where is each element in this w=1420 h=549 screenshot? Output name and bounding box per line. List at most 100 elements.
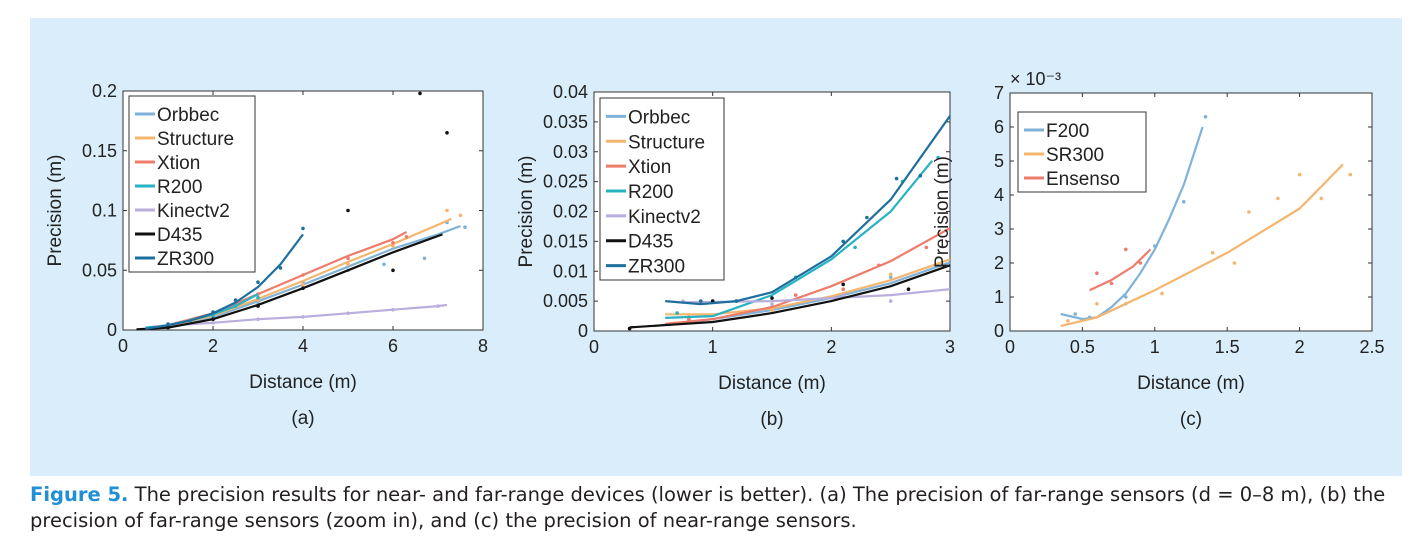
y-tick-label: 0.02 — [553, 202, 588, 222]
data-point — [346, 311, 350, 316]
data-point — [793, 293, 798, 297]
y-tick-label: 4 — [994, 185, 1004, 205]
data-point — [906, 287, 911, 292]
data-point — [1073, 312, 1077, 316]
data-point — [1319, 196, 1324, 201]
series-ensenso — [1089, 247, 1152, 292]
legend: F200 SR300 Ensenso — [1017, 111, 1147, 193]
y-multiplier-label: × 10⁻³ — [1010, 69, 1061, 89]
data-point — [770, 296, 774, 300]
data-point — [918, 173, 923, 178]
data-point — [1232, 261, 1237, 265]
data-point — [391, 268, 395, 273]
figure-panel: 0 2 4 6 8 0 0.05 0.1 0.15 0.2 Distance (m) Precisio… — [30, 18, 1402, 476]
data-point — [301, 315, 305, 319]
data-point — [391, 244, 395, 249]
data-point — [734, 299, 739, 303]
data-point — [346, 208, 350, 213]
legend-entry-label: Xtion — [157, 153, 200, 174]
legend-entry-label: ZR300 — [157, 249, 214, 270]
x-tick-label: 4 — [298, 336, 308, 356]
data-point — [346, 262, 350, 267]
data-point — [877, 263, 881, 268]
y-axis-label: Precision (m) — [45, 155, 66, 267]
legend-entry-label: F200 — [1046, 121, 1089, 142]
legend-entry-label: Ensenso — [1046, 169, 1120, 190]
data-point — [841, 287, 845, 292]
data-point — [924, 245, 929, 250]
series-line-zr300 — [665, 115, 951, 306]
data-point — [382, 262, 386, 267]
y-tick-label: 0.015 — [543, 231, 588, 251]
y-tick-label: 5 — [994, 151, 1004, 171]
y-tick-label: 0.03 — [553, 142, 588, 162]
panel-label: (c) — [1180, 409, 1202, 430]
data-point — [1109, 281, 1114, 286]
data-point — [256, 317, 260, 322]
y-tick-label: 7 — [994, 83, 1004, 103]
series-line-xtion — [665, 227, 951, 325]
y-tick-label: 0.04 — [553, 82, 588, 102]
x-axis-label: Distance (m) — [249, 372, 357, 393]
y-tick-label: 0 — [578, 321, 588, 341]
y-tick-label: 0.005 — [543, 291, 588, 311]
data-point — [301, 226, 305, 231]
legend-entry-label: Structure — [628, 132, 705, 153]
legend-entry-label: D435 — [157, 225, 202, 246]
data-point — [1124, 295, 1128, 299]
data-point — [1124, 247, 1128, 252]
legend-entry-label: R200 — [157, 177, 202, 198]
data-point — [699, 299, 703, 303]
data-point — [436, 304, 440, 308]
data-point — [888, 275, 893, 280]
data-point — [687, 313, 691, 317]
series-line-d435 — [629, 264, 951, 329]
series-line-zr300 — [145, 233, 304, 330]
data-point — [627, 326, 632, 331]
data-point — [1124, 302, 1128, 306]
series-line-r200 — [665, 160, 934, 319]
data-point — [458, 213, 463, 218]
series-zr300 — [145, 226, 305, 330]
data-point — [1203, 115, 1208, 119]
legend-entry-label: ZR300 — [628, 257, 685, 278]
data-point — [1138, 261, 1143, 265]
legend-entry-label: Structure — [157, 129, 234, 150]
data-point — [445, 131, 449, 135]
data-point — [404, 235, 409, 239]
x-tick-label: 2 — [1295, 337, 1305, 357]
data-point — [211, 310, 215, 314]
y-tick-label: 0.05 — [82, 260, 117, 280]
data-point — [301, 273, 305, 277]
data-point — [675, 311, 679, 315]
x-axis-label: Distance (m) — [1137, 373, 1245, 394]
x-tick-label: 0 — [589, 337, 599, 357]
data-point — [841, 282, 845, 287]
data-point — [841, 239, 845, 244]
data-point — [1182, 200, 1186, 204]
x-tick-label: 0 — [118, 336, 128, 356]
x-tick-label: 3 — [945, 337, 955, 357]
x-tick-label: 1 — [1150, 337, 1160, 357]
y-tick-label: 0.1 — [92, 201, 117, 221]
data-point — [1153, 244, 1157, 248]
series-d435 — [627, 264, 951, 331]
series-xtion — [665, 227, 951, 325]
data-point — [841, 293, 845, 297]
data-point — [888, 272, 893, 276]
data-point — [391, 307, 395, 312]
figure-svg: 0 2 4 6 8 0 0.05 0.1 0.15 0.2 Distance (m) Precisio… — [45, 69, 1385, 430]
x-tick-label: 1.5 — [1215, 337, 1240, 357]
series-kinectv2 — [154, 303, 448, 328]
series-kinectv2 — [681, 288, 951, 306]
legend-entry-label: Orbbec — [157, 105, 219, 126]
y-tick-label: 0.025 — [543, 172, 588, 192]
panel-label: (b) — [760, 409, 783, 430]
y-tick-label: 0 — [107, 320, 117, 340]
data-point — [1297, 172, 1302, 177]
series-line-ensenso — [1089, 248, 1152, 292]
data-point — [1247, 210, 1251, 214]
data-point — [770, 302, 774, 306]
data-point — [1095, 302, 1099, 306]
y-tick-label: 1 — [994, 287, 1004, 307]
